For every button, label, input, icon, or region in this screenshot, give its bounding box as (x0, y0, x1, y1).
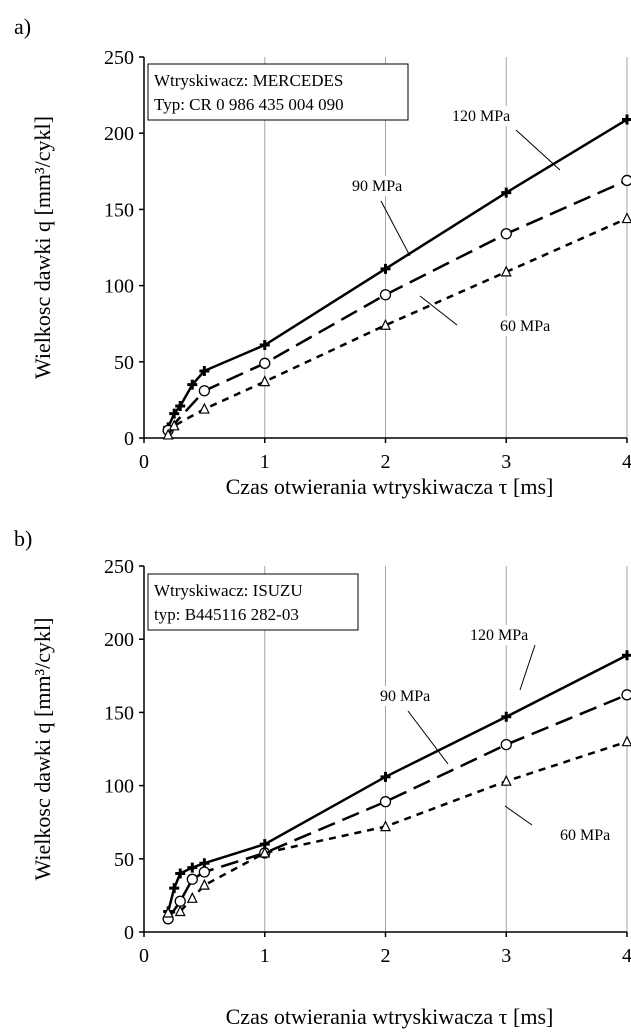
info-box-line: typ: B445116 282-03 (154, 605, 299, 624)
series-label-bg (378, 686, 442, 706)
series-label-bg (498, 316, 562, 336)
data-point-circle (379, 289, 392, 301)
data-point-triangle (621, 212, 631, 224)
series-label: 60 MPa (500, 318, 550, 335)
series-label: 90 MPa (380, 688, 430, 705)
series-label-bg (468, 625, 532, 645)
series-label: 120 MPa (452, 108, 510, 125)
data-point-circle (500, 738, 512, 751)
data-point-plus (175, 868, 186, 879)
info-box-line: Wtryskiwacz: MERCEDES (154, 71, 343, 90)
data-point-circle (621, 689, 631, 701)
series-leader-line (380, 200, 411, 257)
y-tick-label: 200 (104, 123, 134, 145)
series-leader-line (419, 295, 458, 326)
series-label: 120 MPa (470, 627, 528, 644)
x-tick-label: 4 (622, 451, 631, 473)
data-point-circle (500, 228, 512, 240)
x-tick-label: 3 (501, 451, 511, 473)
data-point-circle (198, 385, 211, 397)
data-point-plus (169, 883, 180, 894)
panel-label: a) (14, 14, 31, 39)
info-box (147, 573, 359, 631)
data-point-triangle (168, 419, 180, 431)
data-point-circle (198, 866, 211, 878)
x-tick-label: 3 (501, 945, 511, 967)
series-line-90-mpa (167, 179, 628, 432)
y-tick-label: 150 (104, 702, 134, 724)
data-point-triangle (186, 891, 198, 903)
y-tick-label: 100 (104, 276, 134, 298)
data-point-plus (175, 400, 186, 411)
data-point-circle (174, 895, 186, 907)
x-tick-label: 0 (139, 945, 149, 967)
data-point-plus (380, 771, 391, 782)
series-label-bg (558, 825, 622, 845)
data-point-plus (187, 379, 198, 390)
chart-panel-a: a) 0 50 100 150 200 250 0 1 2 3 4 Czas otwierania wt… (14, 14, 631, 499)
data-point-circle (379, 796, 392, 808)
data-point-triangle (380, 318, 391, 330)
y-tick-label: 250 (104, 556, 134, 578)
x-tick-label: 1 (260, 945, 270, 967)
series-label: 60 MPa (560, 827, 610, 844)
x-tick-label: 0 (139, 451, 149, 473)
data-point-triangle (380, 820, 391, 832)
series-leader-line (504, 805, 533, 826)
data-point-triangle (162, 428, 174, 440)
data-point-circle (621, 174, 631, 187)
x-axis-label: Czas otwierania wtryskiwacza τ [ms] (226, 474, 554, 499)
data-point-triangle (259, 846, 271, 858)
data-point-plus (187, 862, 198, 873)
data-point-triangle (198, 402, 210, 414)
series-line-90-mpa (167, 693, 628, 920)
data-point-plus (259, 340, 270, 351)
y-tick-label: 0 (124, 428, 134, 450)
series-leader-line (515, 129, 561, 171)
y-tick-label: 0 (124, 922, 134, 944)
data-point-plus (622, 114, 631, 125)
data-point-triangle (500, 265, 512, 277)
data-point-plus (501, 187, 512, 198)
y-tick-label: 50 (114, 352, 134, 374)
y-axis-label: Wielkosc dawki q [mm³/cykl] (30, 116, 55, 379)
info-box-line: Wtryskiwacz: ISUZU (154, 581, 303, 600)
y-tick-label: 250 (104, 47, 134, 69)
y-tick-label: 200 (104, 629, 134, 651)
data-point-plus (501, 711, 512, 722)
y-tick-label: 50 (114, 849, 134, 871)
data-point-plus (380, 263, 391, 274)
series-leader-line (407, 710, 449, 765)
series-label: 90 MPa (352, 178, 402, 195)
series-line-120-mpa (167, 118, 628, 428)
data-point-triangle (500, 774, 512, 786)
data-point-triangle (162, 906, 174, 918)
x-axis-label: Czas otwierania wtryskiwacza τ [ms] (226, 1004, 554, 1029)
data-point-plus (199, 365, 210, 376)
x-tick-label: 2 (381, 945, 391, 967)
panel-label: b) (14, 526, 32, 551)
series-leader-line (519, 644, 536, 691)
series-label-bg (350, 176, 414, 196)
data-point-triangle (198, 878, 210, 890)
y-tick-label: 100 (104, 776, 134, 798)
x-tick-label: 4 (622, 945, 631, 967)
series-label-bg (450, 106, 514, 126)
x-tick-label: 2 (381, 451, 391, 473)
x-tick-label: 1 (260, 451, 270, 473)
data-point-triangle (259, 375, 271, 387)
data-point-plus (169, 408, 180, 419)
data-point-circle (259, 357, 271, 369)
y-axis-label: Wielkosc dawki q [mm³/cykl] (30, 618, 55, 881)
info-box-line: Typ: CR 0 986 435 004 090 (154, 95, 344, 114)
data-point-triangle (621, 735, 631, 747)
y-tick-label: 150 (104, 199, 134, 221)
data-point-plus (622, 650, 631, 661)
data-point-triangle (174, 905, 186, 917)
chart-panel-b: b) 0 50 100 150 200 250 0 1 2 3 4 Czas otwierania wt… (14, 526, 631, 1029)
data-point-circle (186, 873, 198, 885)
info-box (147, 63, 409, 121)
